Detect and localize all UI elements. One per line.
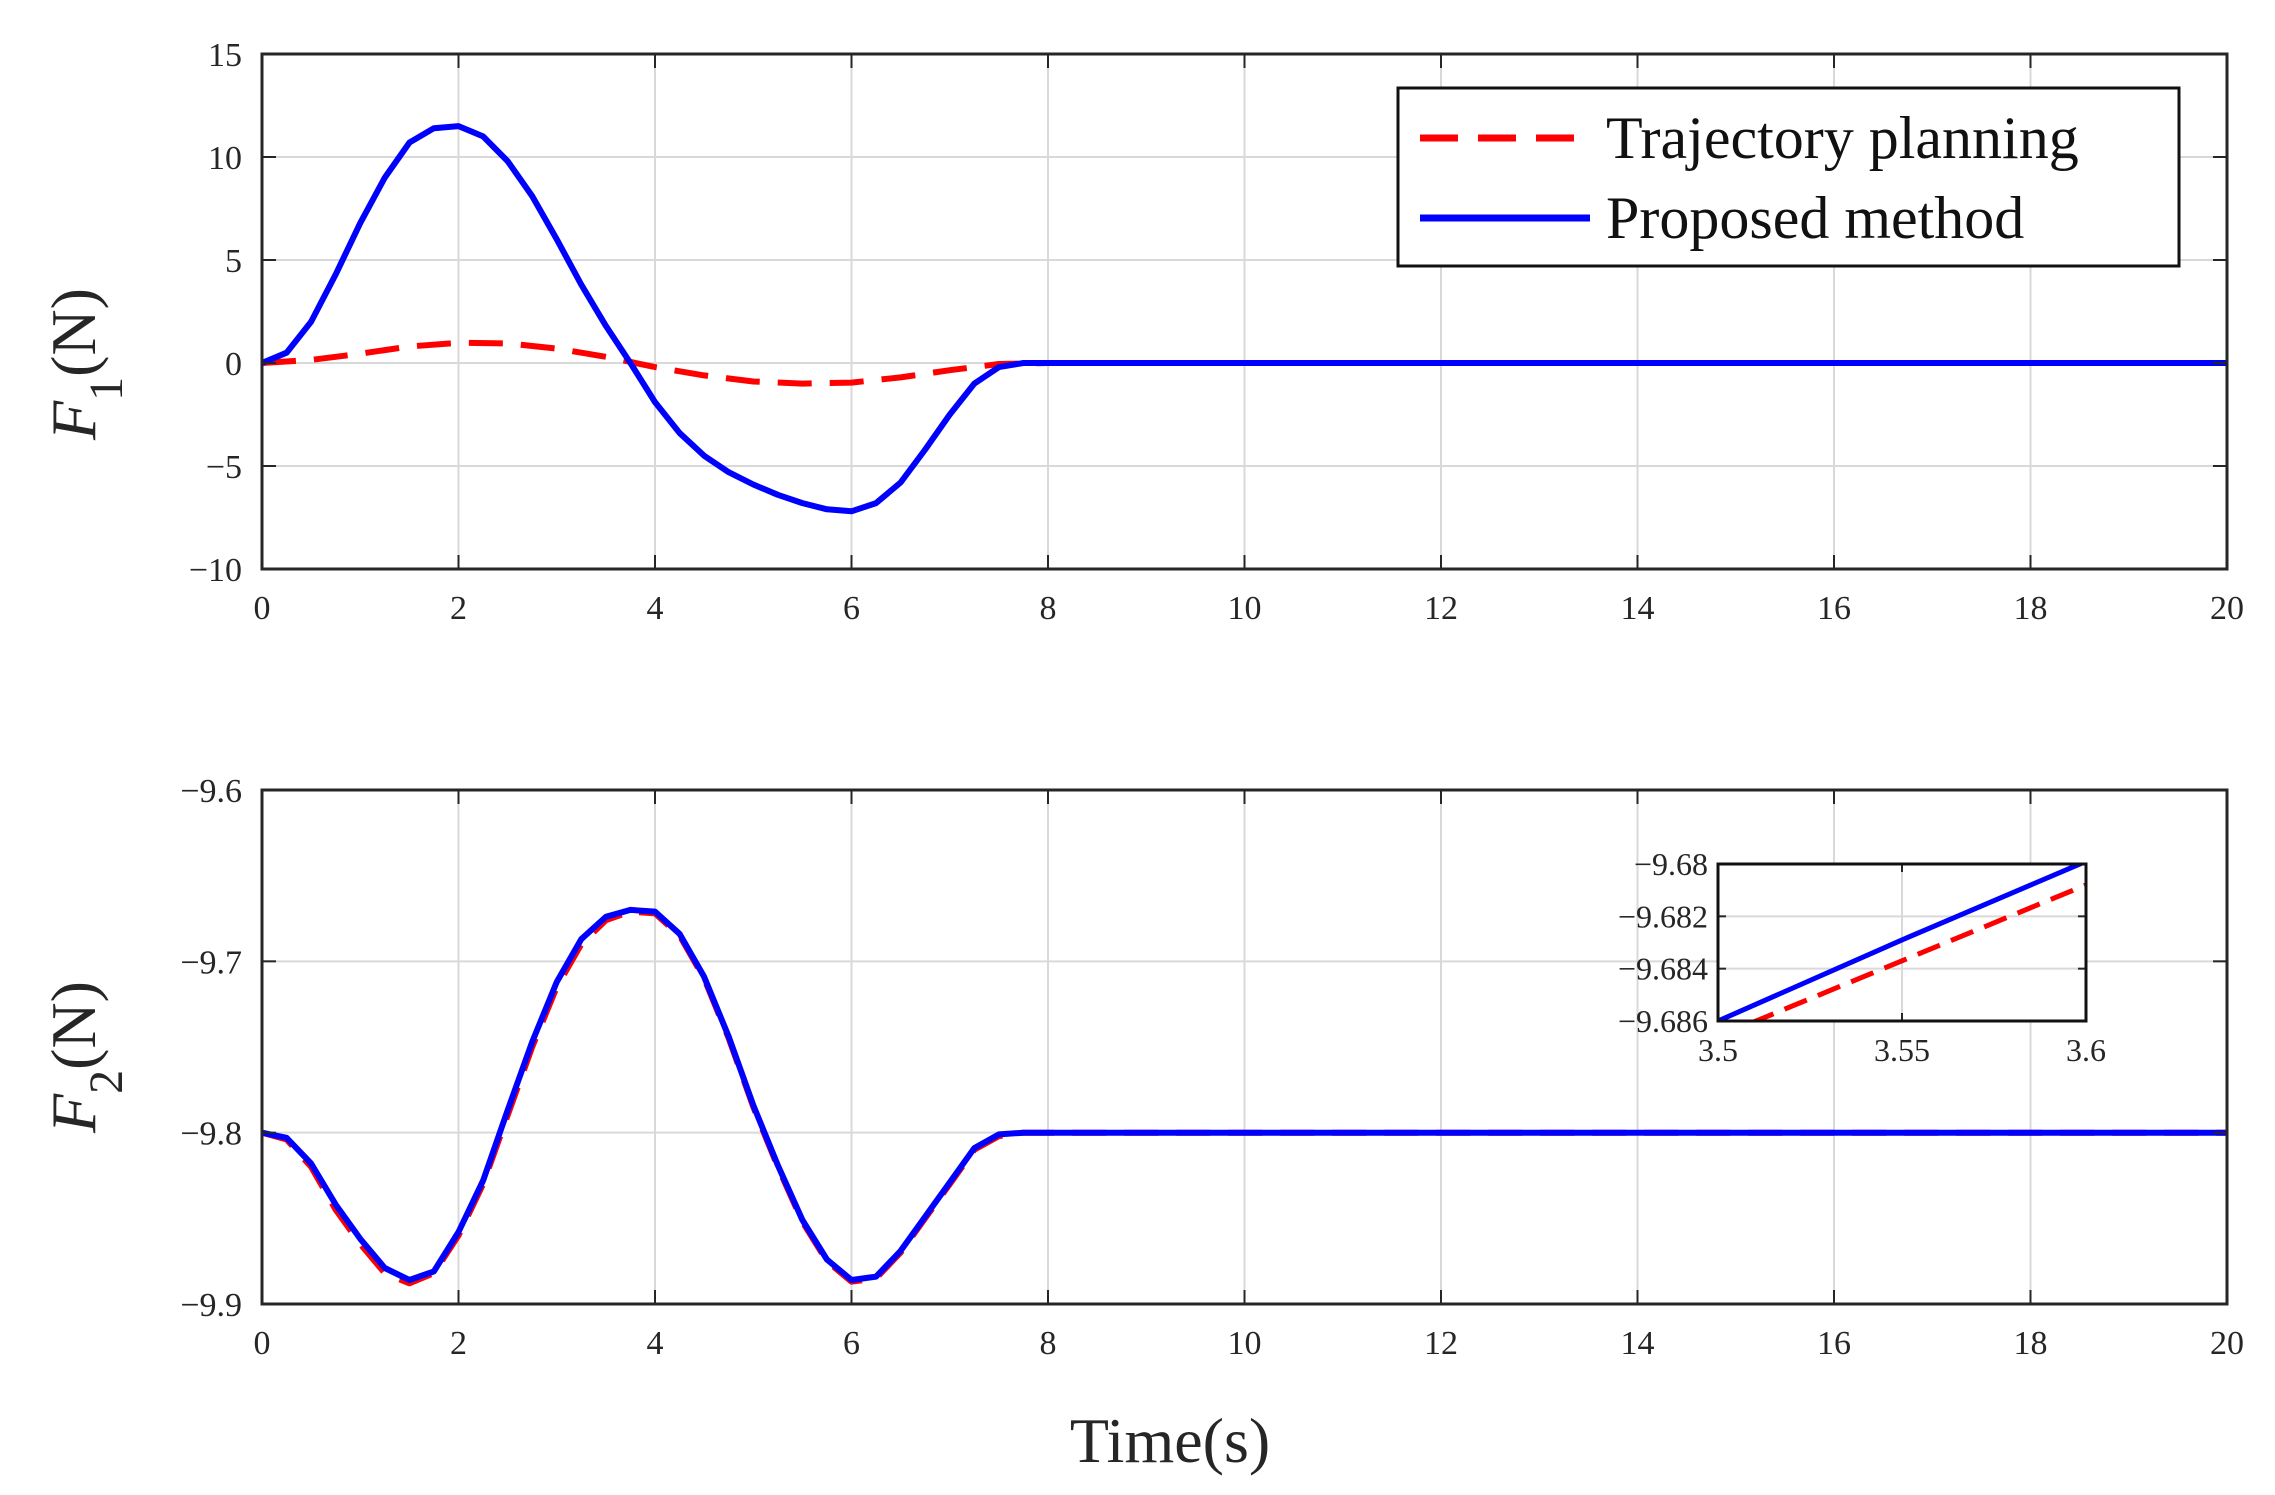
f2-ylabel-main: F: [38, 1093, 109, 1134]
legend-trajectory-label: Trajectory planning: [1606, 105, 2079, 171]
f1-ytick-label: 10: [208, 140, 242, 177]
f1-ticks: 0 2 4 6 8 10 12 14 16 18 20 −10 −5 0 5 10 15: [189, 37, 2244, 627]
f1-ytick-label: −5: [206, 449, 242, 486]
f2-xtick-label: 0: [254, 1325, 271, 1362]
zoom-inset: 3.5 3.55 3.6 −9.686 −9.684 −9.682 −9.68: [1618, 846, 2106, 1068]
f2-xtick-label: 10: [1228, 1325, 1262, 1362]
f2-ylabel-sub: 2: [80, 1070, 133, 1094]
f1-ytick-label: 0: [225, 346, 242, 383]
f2-xtick-label: 6: [843, 1325, 860, 1362]
inset-proposed-method-line: [1718, 864, 2086, 1021]
f1-xtick-label: 18: [2014, 590, 2048, 627]
f1-xtick-label: 14: [1621, 590, 1655, 627]
f1-ylabel-sub: 1: [80, 377, 133, 401]
f2-xtick-label: 14: [1621, 1325, 1655, 1362]
f1-plot-frame: [260, 52, 2229, 571]
inset-ytick-label: −9.682: [1618, 898, 1708, 934]
legend-box: [1396, 86, 2181, 268]
f1-xtick-label: 16: [1817, 590, 1851, 627]
inset-xtick-label: 3.6: [2066, 1032, 2106, 1068]
f2-plot-frame: [260, 788, 2229, 1306]
f1-series-group: [262, 123, 2227, 515]
inset-ytick-label: −9.68: [1634, 846, 1708, 882]
legend-proposed-label: Proposed method: [1606, 185, 2024, 251]
inset-ytick-label: −9.684: [1618, 951, 1708, 987]
f2-ytick-label: −9.9: [180, 1287, 242, 1324]
f1-xtick-label: 6: [843, 590, 860, 627]
inset-series-group: [1718, 864, 2086, 1021]
f1-xtick-label: 12: [1424, 590, 1458, 627]
f1-ytick-label: 15: [208, 37, 242, 74]
f1-xtick-label: 2: [450, 590, 467, 627]
f1-panel: 0 2 4 6 8 10 12 14 16 18 20 −10 −5 0 5 10 15 F1(N) Traje…: [38, 37, 2244, 627]
f1-xtick-label: 20: [2210, 590, 2244, 627]
f2-ticks: 0 2 4 6 8 10 12 14 16 18 20 −9.9 −9.8 −9.7 −9.6: [180, 773, 2244, 1362]
f2-ylabel: F2(N): [38, 981, 133, 1134]
f2-ytick-label: −9.8: [180, 1116, 242, 1153]
f1-xtick-label: 4: [647, 590, 664, 627]
inset-xtick-label: 3.55: [1874, 1032, 1930, 1068]
inset-frame: [1716, 862, 2088, 1023]
inset-ytick-label: −9.686: [1618, 1003, 1708, 1039]
f2-xtick-label: 16: [1817, 1325, 1851, 1362]
f2-ylabel-unit: (N): [38, 981, 109, 1070]
f2-xtick-label: 4: [647, 1325, 664, 1362]
f2-ytick-label: −9.7: [180, 944, 242, 981]
f2-xtick-label: 20: [2210, 1325, 2244, 1362]
f1-ylabel-unit: (N): [38, 288, 109, 377]
f2-proposed-method-line: [262, 906, 2227, 1283]
f2-panel: 0 2 4 6 8 10 12 14 16 18 20−9.9−9.8−9.7−9.6 F2(N) …: [38, 773, 2244, 1476]
f2-ytick-label: −9.6: [180, 773, 242, 810]
f2-xtick-label: 2: [450, 1325, 467, 1362]
inset-xtick-label: 3.5: [1698, 1032, 1738, 1068]
f1-ytick-label: −10: [189, 552, 242, 589]
f1-ytick-label: 5: [225, 243, 242, 280]
f1-ylabel-main: F: [38, 400, 109, 441]
f1-xtick-label: 10: [1228, 590, 1262, 627]
f2-series-group: [262, 906, 2227, 1287]
f1-xtick-label: 0: [254, 590, 271, 627]
f1-ylabel: F1(N): [38, 288, 133, 441]
x-axis-label: Time(s): [1070, 1405, 1270, 1476]
legend: Trajectory planning Proposed method: [1396, 86, 2181, 268]
inset-trajectory-planning-line: [1749, 882, 2086, 1021]
f1-proposed-method-line: [262, 123, 2227, 515]
f1-xtick-label: 8: [1040, 590, 1057, 627]
f2-xtick-label: 18: [2014, 1325, 2048, 1362]
f2-xtick-label: 12: [1424, 1325, 1458, 1362]
f2-xtick-label: 8: [1040, 1325, 1057, 1362]
